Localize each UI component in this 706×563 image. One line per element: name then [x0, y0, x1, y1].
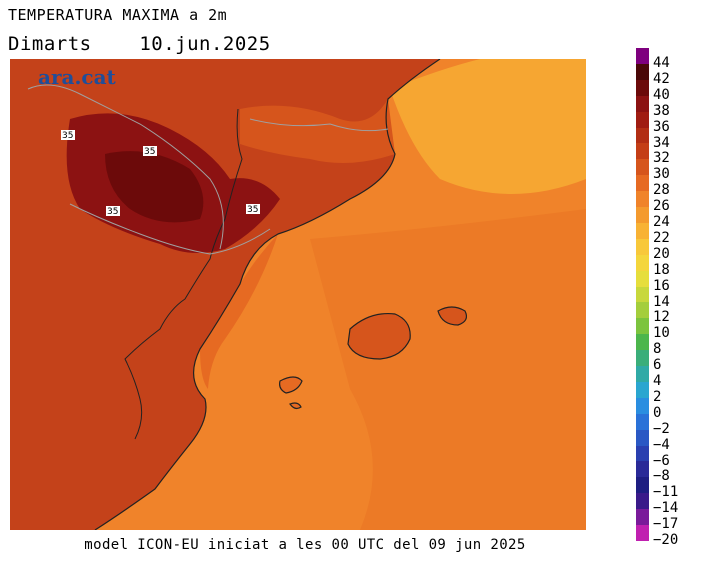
colorbar-segment [636, 159, 649, 176]
colorbar-label: −8 [653, 468, 670, 485]
contour-label-4: 35 [246, 204, 260, 215]
svg-text:35: 35 [144, 147, 155, 157]
colorbar-label: −17 [653, 516, 679, 533]
map-title: TEMPERATURA MAXIMA a 2m [8, 6, 228, 24]
colorbar-segment [636, 429, 649, 447]
colorbar-segment [636, 493, 649, 510]
region-border [124, 108, 243, 440]
colorbar-label: −14 [653, 500, 679, 517]
colorbar-label: 0 [653, 404, 662, 421]
colorbar-label: 22 [653, 229, 670, 246]
colorbar-label: 18 [653, 261, 670, 278]
contour-label-2: 35 [143, 146, 157, 157]
hottest-zone [105, 151, 204, 223]
colorbar-label: 6 [653, 357, 662, 374]
colorbar-label: 26 [653, 198, 670, 215]
colorbar-label: −6 [653, 452, 670, 469]
coastline [94, 59, 441, 530]
mallorca-island [347, 312, 411, 360]
colorbar-segment [636, 175, 649, 192]
colorbar-segment [636, 48, 649, 65]
contour-line [69, 203, 271, 255]
contour-label-3: 35 [106, 206, 120, 217]
colorbar-label: 12 [653, 309, 670, 326]
colorbar-label: 16 [653, 277, 670, 294]
colorbar-segment [636, 509, 649, 526]
sea-warm-band [310, 209, 586, 530]
colorbar-label: 40 [653, 86, 670, 103]
forecast-date: Dimarts 10.jun.2025 [8, 33, 271, 55]
ibiza-island [279, 376, 303, 394]
colorbar-label: 8 [653, 341, 662, 358]
colorbar-labels: 44 42 40 38 36 34 32 30 28 26 24 22 20 18 16 14 12 10 8 6 4 2… [653, 48, 706, 547]
temperature-colorbar [636, 48, 649, 542]
colorbar-segment [636, 318, 649, 335]
colorbar-label: −4 [653, 436, 670, 453]
colorbar-label: 20 [653, 245, 670, 262]
forecast-day: Dimarts [8, 33, 92, 55]
colorbar-segment [636, 381, 649, 399]
colorbar-label: 30 [653, 166, 670, 183]
colorbar-segment [636, 302, 649, 319]
menorca-island [437, 306, 468, 326]
contour-label-1: 35 [61, 130, 75, 141]
colorbar-label: 24 [653, 214, 670, 231]
colorbar-segment [636, 207, 649, 224]
contour-line [27, 84, 224, 250]
colorbar-segment [636, 270, 649, 288]
colorbar-label: 34 [653, 134, 670, 151]
colorbar-segment [636, 334, 649, 351]
colorbar-segment [636, 445, 649, 462]
pyrenees-cooler [240, 99, 395, 163]
colorbar-label: 36 [653, 118, 670, 135]
map-canvas: 35 35 35 35 [10, 59, 586, 530]
colorbar-label: 10 [653, 325, 670, 342]
colorbar-label: 14 [653, 293, 670, 310]
ara-cat-logo: ara.cat [38, 65, 116, 89]
colorbar-label: 38 [653, 102, 670, 119]
model-caption: model ICON-EU iniciat a les 00 UTC del 0… [84, 537, 526, 553]
colorbar-segment [636, 286, 649, 303]
colorbar-segment [636, 222, 649, 240]
colorbar-segment [636, 238, 649, 256]
forecast-date-value: 10.jun.2025 [139, 33, 271, 55]
colorbar-segment [636, 143, 649, 160]
colorbar-segment [636, 191, 649, 208]
colorbar-label: −2 [653, 420, 670, 437]
temperature-map: 35 35 35 35 ara.cat [10, 59, 586, 530]
colorbar-label: 44 [653, 55, 670, 71]
colorbar-segment [636, 477, 649, 494]
colorbar-segment [636, 254, 649, 272]
colorbar-label: −11 [653, 484, 679, 501]
colorbar-segment [636, 366, 649, 383]
colorbar-segment [636, 79, 649, 97]
sea-cool-area [390, 59, 586, 194]
svg-text:35: 35 [107, 207, 118, 217]
colorbar-segment [636, 127, 649, 144]
svg-text:35: 35 [247, 205, 258, 215]
colorbar-segment [636, 95, 649, 113]
formentera-island [289, 402, 302, 410]
colorbar-label: 28 [653, 182, 670, 199]
coastal-strip [200, 234, 278, 389]
colorbar-label: 42 [653, 70, 670, 87]
contour-line [249, 118, 389, 132]
colorbar-segment [636, 350, 649, 367]
colorbar-segment [636, 461, 649, 478]
colorbar-segment [636, 525, 649, 542]
colorbar-label: 32 [653, 150, 670, 167]
colorbar-label: 2 [653, 388, 662, 405]
colorbar-segment [636, 413, 649, 431]
colorbar-segment [636, 63, 649, 81]
colorbar-label: −20 [653, 532, 679, 549]
svg-text:35: 35 [62, 131, 73, 141]
colorbar-segment [636, 111, 649, 128]
colorbar-label: 4 [653, 373, 662, 390]
colorbar-segment [636, 397, 649, 415]
